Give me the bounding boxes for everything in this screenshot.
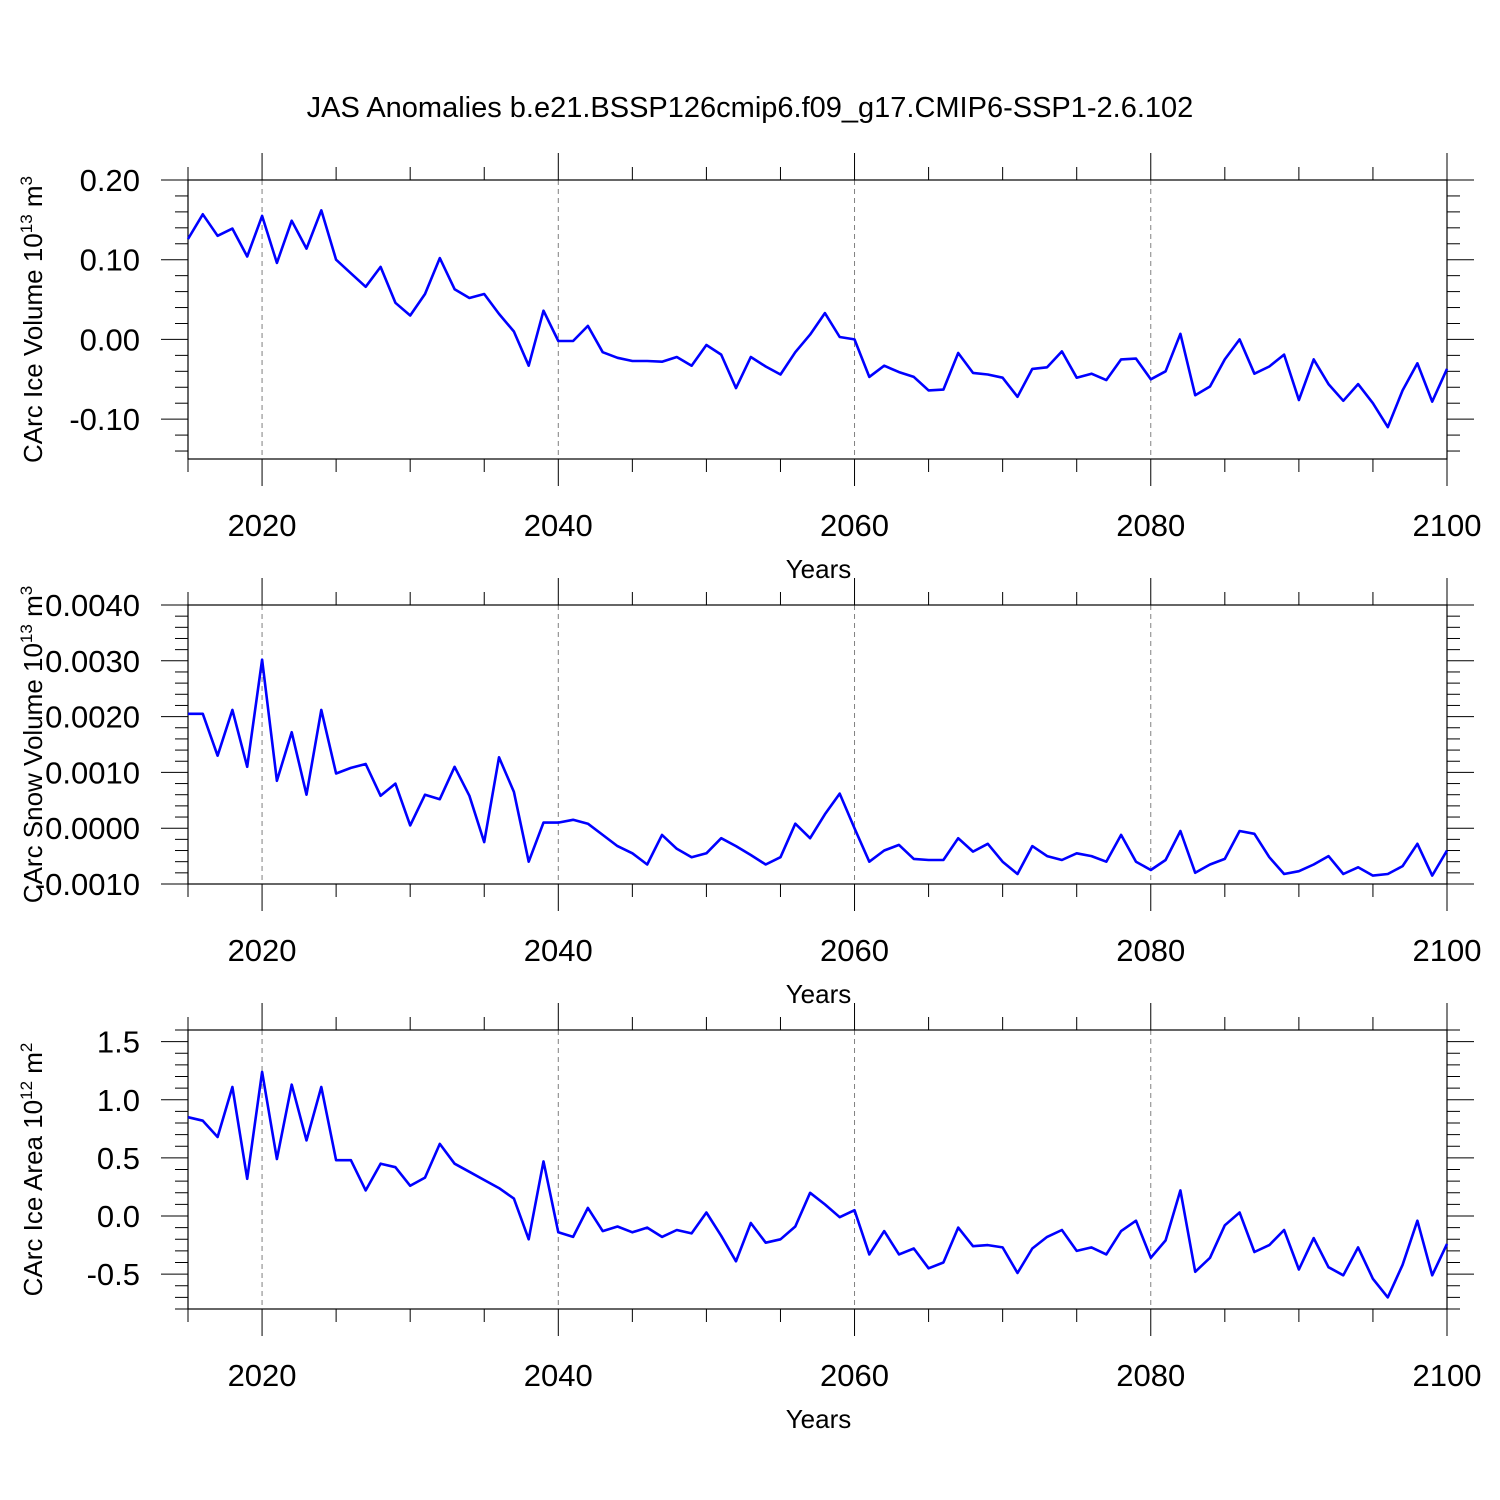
y-tick-label: 0.20: [80, 163, 140, 198]
x-axis-label: Years: [786, 554, 852, 584]
x-tick-label: 2080: [1116, 933, 1185, 968]
y-tick-label: 0.0000: [45, 811, 140, 846]
y-tick-label: -0.0010: [35, 867, 140, 902]
y-axis-label: CArc Ice Volume 1013 m3: [17, 176, 48, 463]
y-tick-label: 0.0030: [45, 644, 140, 679]
panel-ice-area: -0.5 0.0 0.5 1.0 1.5 2020 2040 2060 2080 2100 Year…: [17, 1003, 1481, 1434]
y-axis-label: CArc Ice Area 1012 m2: [17, 1043, 48, 1297]
x-tick-label: 2040: [524, 508, 593, 543]
x-tick-label: 2080: [1116, 1358, 1185, 1393]
panel-snow-volume: -0.0010 0.0000 0.0010 0.0020 0.0030 0.0040 202…: [17, 578, 1481, 1009]
x-axis-label: Years: [786, 1404, 852, 1434]
y-tick-label: -0.5: [87, 1257, 140, 1292]
y-axis-label: CArc Snow Volume 1013 m3: [17, 586, 48, 903]
x-axis-label: Years: [786, 979, 852, 1009]
y-tick-label: 0.0040: [45, 588, 140, 623]
plot-frame: [187, 179, 1448, 460]
y-tick-label: 1.0: [97, 1083, 140, 1118]
plot-frame: [187, 604, 1448, 885]
x-tick-label: 2020: [228, 508, 297, 543]
x-tick-label: 2100: [1413, 508, 1482, 543]
figure-title: JAS Anomalies b.e21.BSSP126cmip6.f09_g17…: [307, 92, 1194, 124]
y-tick-label: 0.0010: [45, 755, 140, 790]
series-line: [188, 658, 1449, 877]
y-tick-label: 0.0020: [45, 700, 140, 735]
x-tick-label: 2020: [228, 1358, 297, 1393]
x-tick-label: 2040: [524, 933, 593, 968]
x-tick-label: 2020: [228, 933, 297, 968]
y-tick-label: 0.10: [80, 243, 140, 278]
x-tick-label: 2060: [820, 933, 889, 968]
x-tick-label: 2100: [1413, 1358, 1482, 1393]
series-line: [187, 1070, 1449, 1299]
series-line: [186, 209, 1449, 429]
x-tick-label: 2040: [524, 1358, 593, 1393]
y-tick-label: 1.5: [97, 1025, 140, 1060]
x-tick-label: 2100: [1413, 933, 1482, 968]
panel-ice-volume: -0.10 0.00 0.10 0.20 2020 2040 2060 2080 2100 Yea…: [17, 153, 1481, 584]
y-tick-label: -0.10: [69, 402, 140, 437]
y-tick-label: 0.0: [97, 1199, 140, 1234]
y-tick-label: 0.00: [80, 322, 140, 357]
x-tick-label: 2060: [820, 508, 889, 543]
x-tick-label: 2060: [820, 1358, 889, 1393]
y-tick-label: 0.5: [97, 1141, 140, 1176]
x-tick-label: 2080: [1116, 508, 1185, 543]
